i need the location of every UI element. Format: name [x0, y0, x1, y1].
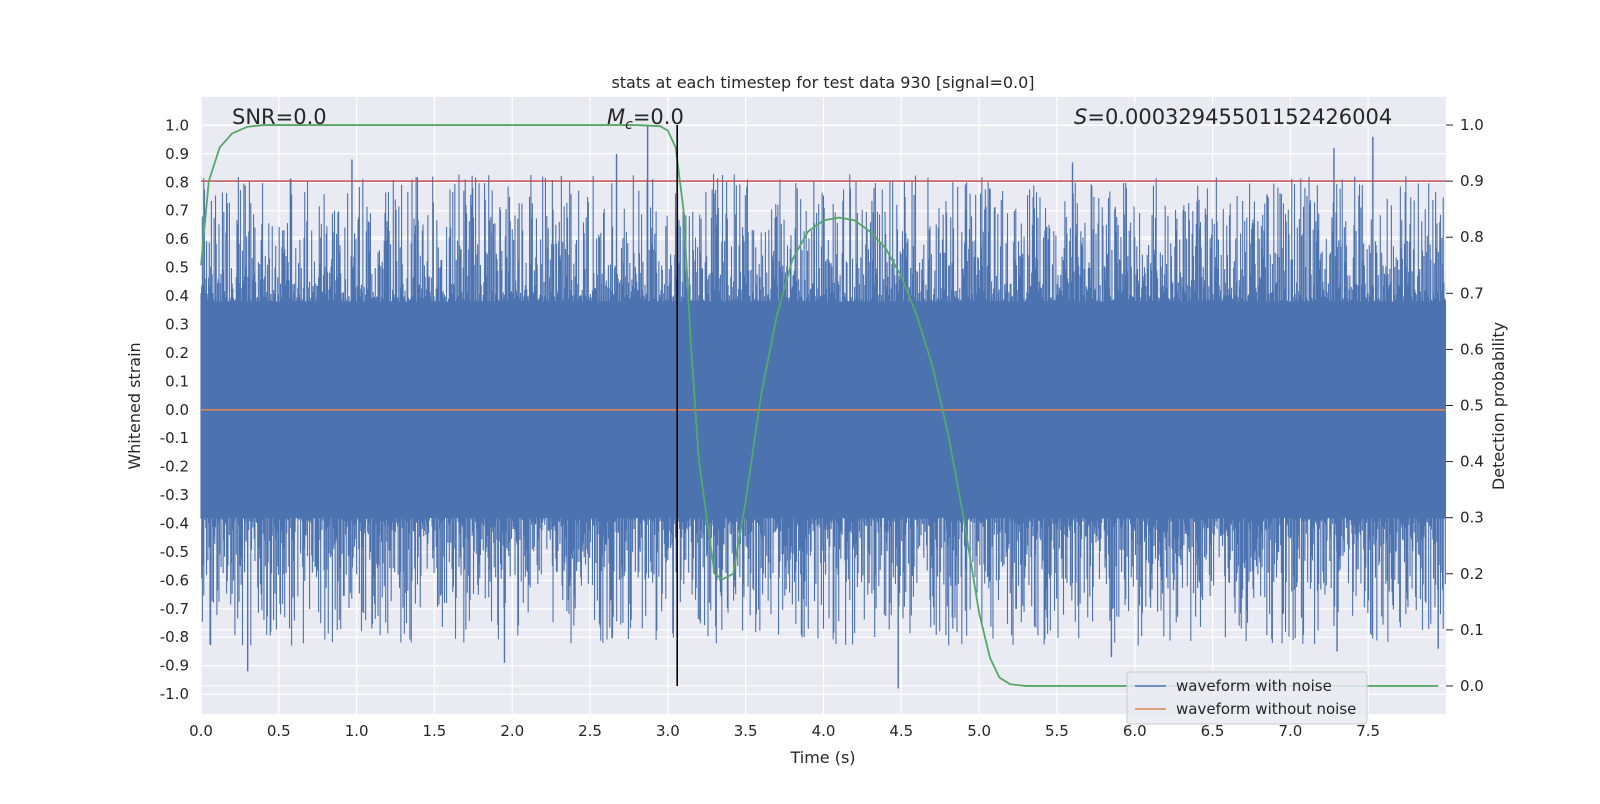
y2-tick-label: 1.0: [1460, 116, 1484, 134]
y-tick-label: -0.1: [160, 429, 189, 447]
chirp-mass-subscript: c: [625, 117, 633, 133]
chirp-mass-value: =0.0: [633, 105, 684, 129]
series-layer: [200, 124, 1446, 689]
y2-tick-label: 0.6: [1460, 340, 1484, 358]
score-value: =0.00032945501152426004: [1087, 105, 1392, 129]
legend: waveform with noise waveform without noi…: [1126, 671, 1368, 725]
y-axis-label: Whitened strain: [125, 342, 144, 469]
x-tick-label: 4.5: [889, 722, 913, 740]
x-tick-label: 3.0: [656, 722, 680, 740]
snr-annotation: SNR=0.0: [232, 105, 327, 129]
x-axis: 0.0 0.5 1.0 1.5 2.0 2.5 3.0 3.5 4.0 4.5 5.0 5.5 6.0 6…: [189, 722, 1380, 740]
x-tick-label: 5.0: [967, 722, 991, 740]
y-tick-label: 0.0: [165, 401, 189, 419]
y-tick-label: 0.5: [165, 259, 189, 277]
x-tick-label: 6.0: [1123, 722, 1147, 740]
y-tick-label: 0.1: [165, 372, 189, 390]
y2-tick-label: 0.1: [1460, 621, 1484, 639]
chirp-mass-annotation: Mc=0.0: [607, 105, 684, 133]
x-tick-label: 0.0: [189, 722, 213, 740]
x-tick-label: 1.0: [345, 722, 369, 740]
x-tick-label: 7.5: [1356, 722, 1380, 740]
y-tick-label: 0.9: [165, 145, 189, 163]
x-tick-label: 4.0: [812, 722, 836, 740]
y-tick-label: -0.7: [160, 600, 189, 618]
detection-probability-line: [200, 124, 1439, 687]
y2-axis-label: Detection probability: [1489, 322, 1508, 490]
y-tick-label: 0.8: [165, 173, 189, 191]
legend-label-noise: waveform with noise: [1176, 677, 1332, 695]
x-axis-label: Time (s): [789, 748, 855, 767]
x-tick-label: 7.0: [1278, 722, 1302, 740]
y2-tick-label: 0.5: [1460, 397, 1484, 415]
y2-tick-label: 0.9: [1460, 172, 1484, 190]
y-tick-label: 0.4: [165, 287, 189, 305]
score-annotation: S=0.00032945501152426004: [1074, 105, 1392, 129]
y-tick-label: 0.6: [165, 230, 189, 248]
y-tick-label: -0.5: [160, 543, 189, 561]
y2-tick-label: 0.0: [1460, 677, 1484, 695]
y-axis: 1.0 0.9 0.8 0.7 0.6 0.5 0.4 0.3 0.2 0.1 0.0 -0.1 -0.…: [160, 116, 189, 703]
y2-tick-label: 0.2: [1460, 565, 1484, 583]
x-tick-label: 2.5: [578, 722, 602, 740]
y2-tick-label: 0.3: [1460, 509, 1484, 527]
y-tick-label: 1.0: [165, 116, 189, 134]
y-tick-label: -0.9: [160, 657, 189, 675]
y2-tick-label: 0.8: [1460, 228, 1484, 246]
y-tick-label: 0.7: [165, 202, 189, 220]
y-tick-label: -0.2: [160, 458, 189, 476]
y-tick-label: -0.3: [160, 486, 189, 504]
x-tick-label: 0.5: [267, 722, 291, 740]
chirp-mass-symbol: M: [607, 105, 625, 129]
x-tick-label: 2.0: [500, 722, 524, 740]
y-tick-label: -0.4: [160, 514, 189, 532]
x-tick-label: 5.5: [1045, 722, 1069, 740]
x-tick-label: 6.5: [1201, 722, 1225, 740]
x-tick-label: 1.5: [423, 722, 447, 740]
y2-axis: 1.0 0.9 0.8 0.7 0.6 0.5 0.4 0.3 0.2 0.1 0.0: [1446, 116, 1484, 695]
y2-tick-label: 0.7: [1460, 284, 1484, 302]
y-tick-label: -0.6: [160, 571, 189, 589]
y-tick-label: -1.0: [160, 685, 189, 703]
legend-label-clean: waveform without noise: [1176, 700, 1356, 718]
score-symbol: S: [1074, 105, 1087, 129]
y-tick-label: -0.8: [160, 628, 189, 646]
legend-box: [1126, 671, 1368, 725]
x-tick-label: 3.5: [734, 722, 758, 740]
chart-title: stats at each timestep for test data 930…: [611, 73, 1034, 92]
y2-tick-label: 0.4: [1460, 453, 1484, 471]
y-tick-label: 0.2: [165, 344, 189, 362]
y-tick-label: 0.3: [165, 315, 189, 333]
